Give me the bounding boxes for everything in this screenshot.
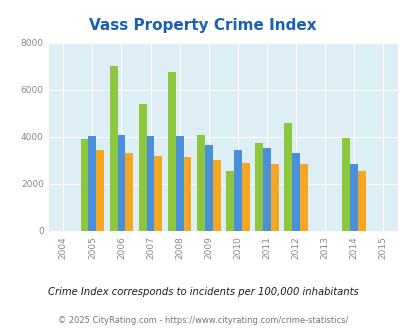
Bar [183, 157, 191, 231]
Bar [96, 150, 104, 231]
Bar [146, 136, 154, 231]
Text: © 2025 CityRating.com - https://www.cityrating.com/crime-statistics/: © 2025 CityRating.com - https://www.city… [58, 316, 347, 325]
Bar [139, 104, 146, 231]
Bar [299, 164, 307, 231]
Bar [350, 164, 357, 231]
Bar [241, 163, 249, 231]
Bar [154, 156, 162, 231]
Bar [80, 139, 88, 231]
Bar [109, 66, 117, 231]
Text: Vass Property Crime Index: Vass Property Crime Index [89, 18, 316, 33]
Text: Crime Index corresponds to incidents per 100,000 inhabitants: Crime Index corresponds to incidents per… [47, 287, 358, 297]
Bar [204, 145, 212, 231]
Bar [226, 171, 233, 231]
Bar [291, 153, 299, 231]
Bar [167, 72, 175, 231]
Bar [284, 123, 291, 231]
Bar [175, 136, 183, 231]
Bar [88, 136, 96, 231]
Bar [341, 138, 350, 231]
Bar [262, 148, 270, 231]
Bar [117, 135, 125, 231]
Bar [196, 135, 204, 231]
Bar [125, 153, 133, 231]
Bar [357, 171, 365, 231]
Bar [233, 150, 241, 231]
Bar [270, 164, 278, 231]
Bar [212, 160, 220, 231]
Bar [254, 143, 262, 231]
